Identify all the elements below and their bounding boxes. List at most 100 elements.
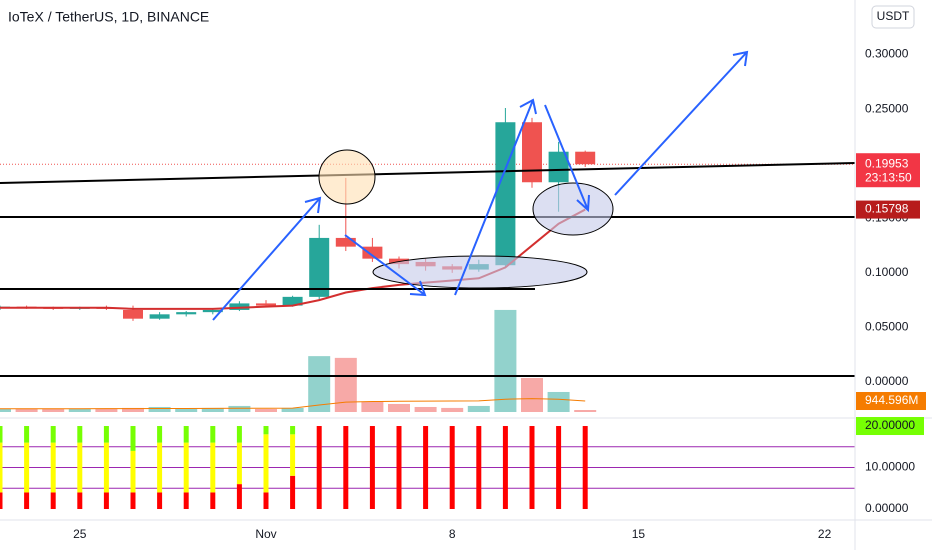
volume-bar [148,406,171,412]
indicator-segment [316,426,322,510]
indicator-segment [130,492,136,510]
candle-body [495,122,516,266]
ellipse [532,182,614,236]
arrows [212,50,749,321]
indicator-segment [396,426,402,510]
chart-title: IoTeX / TetherUS, 1D, BINANCE [8,9,209,25]
indicator-segment [77,426,83,443]
volume-bar [255,408,277,412]
indicator-segment [24,442,30,493]
x-tick-label: 15 [632,527,646,541]
ellipse [372,255,588,289]
volume-bar [95,408,118,412]
arrow [614,50,749,196]
countdown-label: 23:13:50 [865,170,912,184]
candle-body [522,122,542,183]
ma-tag [856,200,920,219]
indicator-segment [103,442,109,493]
currency-label[interactable]: USDT [877,9,910,23]
indicator-segment [50,492,56,510]
candle-body [123,309,143,319]
indicator-segment [50,442,56,493]
volume-bar [441,407,464,412]
indicator-segment [183,426,189,443]
y-tick-label: 0.00000 [865,374,909,388]
y-tick-label: 0.10000 [865,265,909,279]
candle-body [548,151,569,183]
ellipse [318,149,376,205]
indicator-segment [423,426,429,510]
indicator-segment [130,426,136,451]
indicator-segment [290,426,296,435]
indicator-segment [263,434,269,493]
indicator-segment [77,442,83,493]
x-tick-label: Nov [255,527,276,541]
y-tick-label: 0.25000 [865,101,909,115]
candle-body [282,296,303,306]
volume-bar [0,408,11,412]
currency-button[interactable] [871,5,915,29]
indicator-segment [210,442,216,493]
trend-line [0,162,855,184]
indicator-segment [24,492,30,510]
indicator-segment [290,475,296,510]
indicator-segment [210,492,216,510]
last-price-tag [856,153,920,188]
candle-body [256,303,276,306]
candle-body [229,303,250,310]
indicator-segment [290,434,296,476]
indicator-segment [0,442,3,493]
candle-body [202,309,223,313]
volume-bar [361,401,384,412]
volume-bar [494,309,517,412]
x-tick-label: 25 [73,527,87,541]
volume-bar [175,408,198,412]
indicator-segment [502,426,508,510]
indicator-segment [0,492,3,510]
indicator-segment [103,426,109,443]
candle-body [575,151,596,165]
indicator-segment [157,442,163,493]
last-price-label: 0.19953 [865,156,909,170]
volume-bar [414,406,437,412]
indicator-segment [263,492,269,510]
arrow [344,234,427,297]
volume-bar [201,407,224,412]
indicator-segment [183,492,189,510]
y-tick-label: 0.05000 [865,320,909,334]
indicator-segment [157,426,163,443]
indicator-segment [157,492,163,510]
volume-bar [521,378,543,412]
volume-bar [308,356,331,412]
indicator-segment [449,426,455,510]
indicator-value-tag [856,417,924,436]
indicator-segment [130,450,136,493]
arrow [212,196,322,321]
indicator-segment [236,484,242,510]
indicator-segment [0,426,3,443]
candle-body [362,246,383,259]
indicator-tick-label: 0.00000 [865,501,909,515]
indicator-tick-label: 10.00000 [865,460,915,474]
indicator-segment [50,426,56,443]
volume-bar [281,407,304,412]
volume-bar [15,408,38,412]
indicator-segment [556,426,562,510]
volume-ma-tag [856,392,926,411]
candle-body [176,312,197,315]
volume-bar [547,391,570,412]
indicator-segment [210,426,216,443]
indicator-segment [343,426,349,510]
indicator-segment [236,426,242,443]
indicator-segment [77,492,83,510]
arrow [454,98,537,296]
candle-body [309,237,330,297]
drawings [0,50,855,377]
volume-ma-label: 944.596M [865,393,918,407]
volume-bar [68,408,91,412]
volume-bar [467,405,490,412]
indicator-segment [183,442,189,493]
indicator-tick-label: 20.00000 [865,418,915,432]
volume-bar [574,410,597,412]
